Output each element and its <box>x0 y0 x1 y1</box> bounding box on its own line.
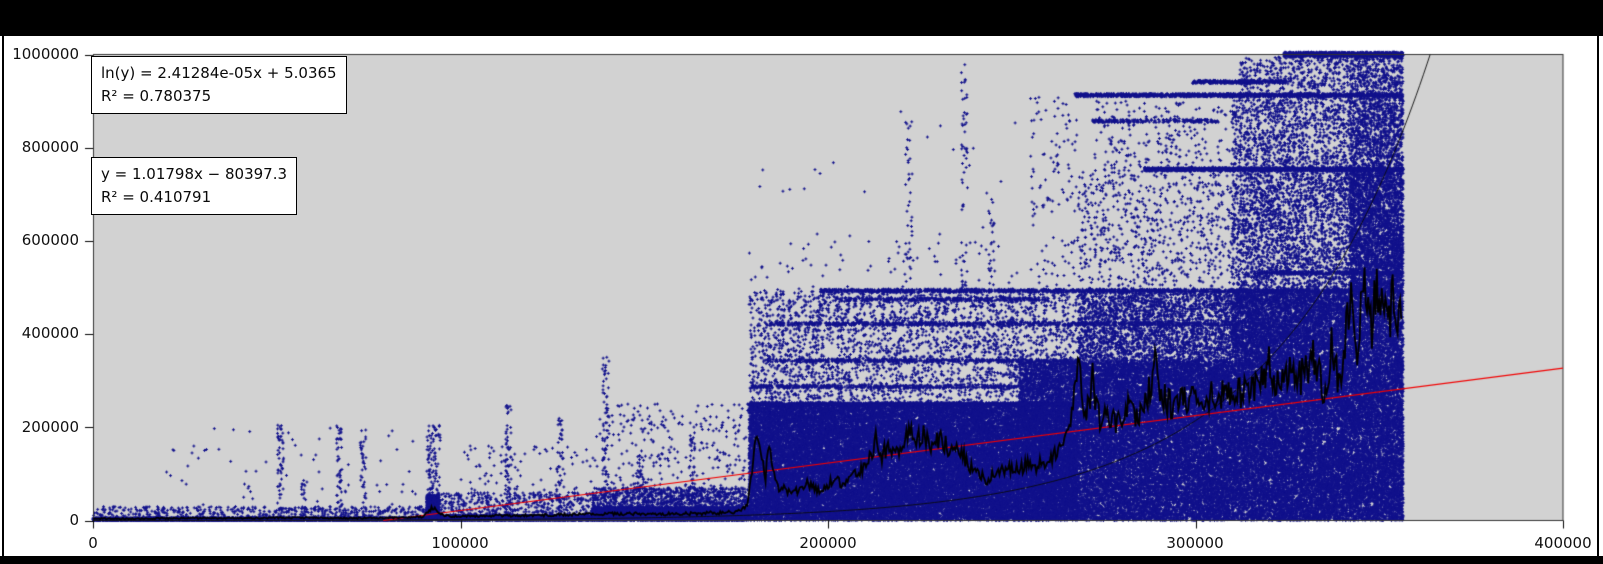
y-tick-label: 0 <box>69 511 79 529</box>
x-tick-label: 400000 <box>1534 534 1592 552</box>
x-tick-label: 0 <box>88 534 98 552</box>
linear-fit-annotation-box: y = 1.01798x − 80397.3 R² = 0.410791 <box>91 157 298 215</box>
x-tick-label: 200000 <box>799 534 857 552</box>
y-tick-label: 1000000 <box>12 45 79 63</box>
linear-fit-r-squared: R² = 0.410791 <box>101 188 212 206</box>
exp-fit-r-squared: R² = 0.780375 <box>101 87 212 105</box>
exp-fit-equation: ln(y) = 2.41284e-05x + 5.0365 <box>101 64 337 82</box>
exp-fit-annotation-box: ln(y) = 2.41284e-05x + 5.0365 R² = 0.780… <box>91 56 347 114</box>
y-tick-label: 800000 <box>21 138 79 156</box>
x-tick-label: 300000 <box>1166 534 1224 552</box>
y-tick-label: 400000 <box>21 324 79 342</box>
linear-fit-equation: y = 1.01798x − 80397.3 <box>101 165 288 183</box>
x-tick-label: 100000 <box>431 534 489 552</box>
y-tick-label: 600000 <box>21 231 79 249</box>
y-tick-label: 200000 <box>21 418 79 436</box>
